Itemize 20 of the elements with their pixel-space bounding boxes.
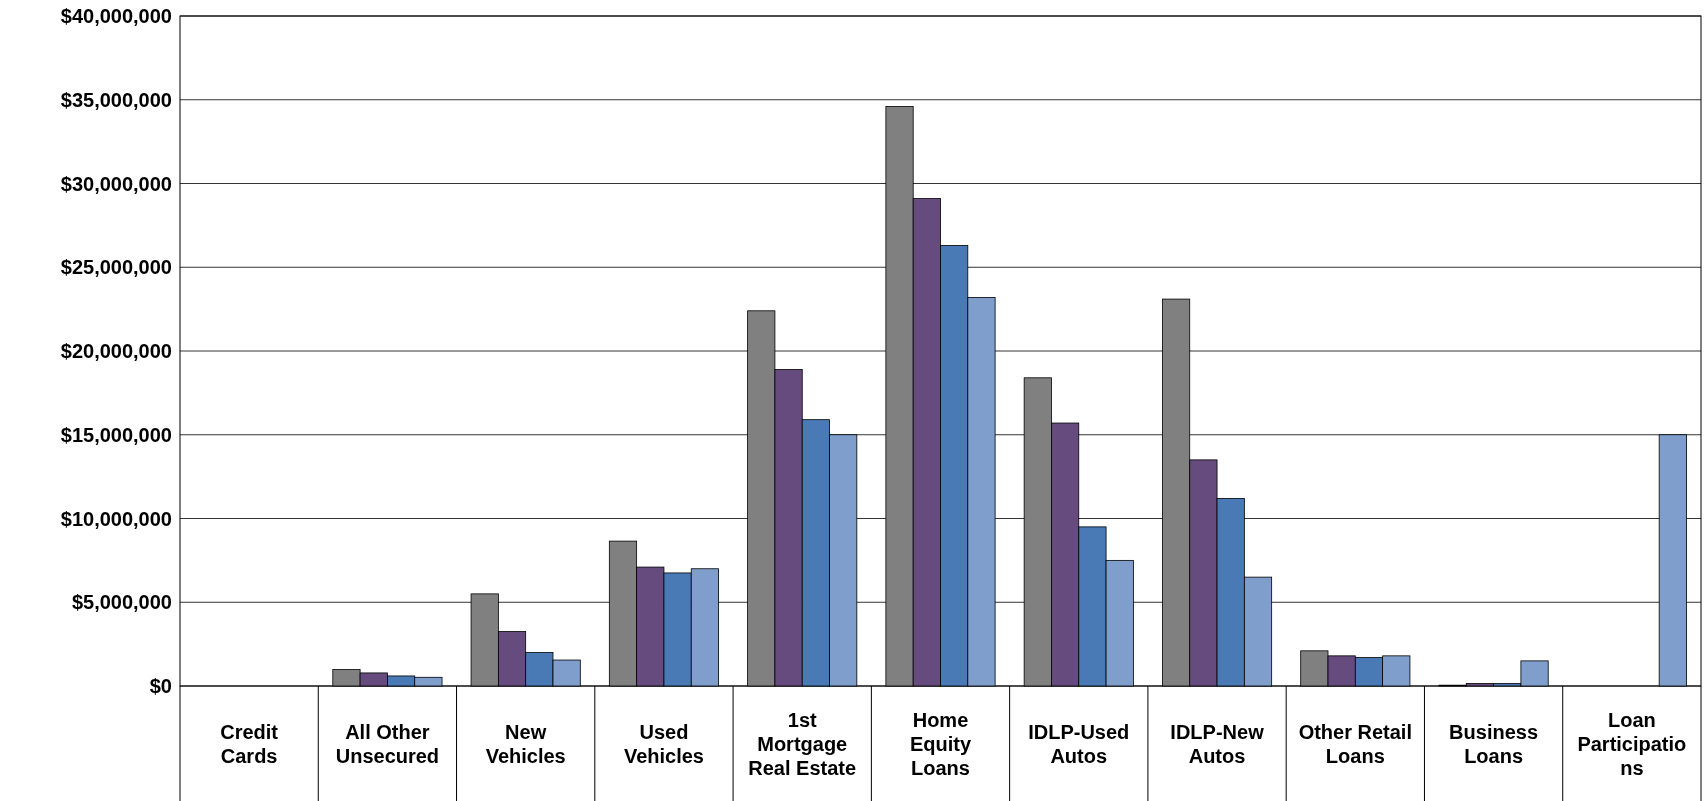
y-tick-label: $0: [149, 675, 172, 697]
y-tick-label: $10,000,000: [60, 507, 172, 530]
x-tick-label: 1st Mortgage Real Estate: [748, 708, 857, 779]
y-tick-label: $25,000,000: [60, 256, 172, 279]
y-tick-label: $30,000,000: [60, 172, 172, 195]
y-tick-label: $15,000,000: [60, 423, 172, 446]
x-tick-label: New Vehicles: [485, 720, 566, 767]
x-tick-label: All Other Unsecured: [335, 720, 440, 767]
x-tick-label: IDLP-Used Autos: [1028, 720, 1130, 767]
y-tick-label: $40,000,000: [60, 5, 172, 27]
y-tick-label: $35,000,000: [60, 88, 172, 111]
x-tick-label: Credit Cards: [220, 720, 279, 767]
x-tick-label: Other Retail Loans: [1298, 720, 1412, 767]
x-tick-label: Loan Participations: [1577, 708, 1687, 779]
x-tick-label: Business Loans: [1449, 720, 1539, 767]
x-tick-label: Home Equity Loans: [909, 708, 972, 779]
y-tick-label: $20,000,000: [60, 340, 172, 362]
x-tick-label: Used Vehicles: [623, 720, 704, 767]
y-tick-label: $5,000,000: [71, 591, 172, 614]
x-tick-label: IDLP-New Autos: [1170, 720, 1265, 767]
